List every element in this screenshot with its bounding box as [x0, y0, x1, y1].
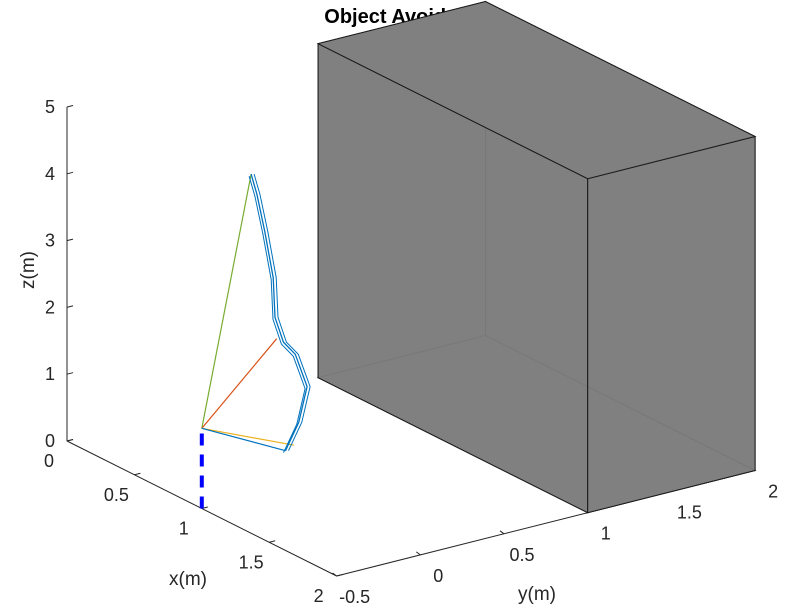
x-axis-label: x(m): [169, 569, 207, 590]
y-axis-label: y(m): [518, 584, 556, 605]
x-tick-mark: [269, 540, 276, 543]
x-tick-mark: [134, 472, 141, 476]
x-tick-label: 0.5: [104, 485, 129, 505]
y-tick-label: -0.5: [339, 587, 370, 607]
obstacle-face-top: [316, 0, 757, 180]
arm-group: [199, 173, 311, 509]
z-axis-label: z(m): [18, 251, 39, 289]
arm-link-3: [201, 427, 294, 446]
end-effector-path-outline-2: [248, 175, 306, 453]
z-tick-label: 0: [45, 431, 55, 451]
x-tick-label: 0: [44, 451, 54, 471]
y-tick-label: 2: [768, 482, 778, 502]
y-tick-label: 1.5: [677, 503, 702, 523]
z-tick-label: 3: [45, 231, 55, 251]
tick-group: 0 1 2 3 4 5 0 0.5 1 1.5 2 -0.5 0 0.5 1 1.5 2: [44, 97, 778, 607]
y-tick-mark: [332, 572, 337, 577]
arm-link-1: [201, 174, 252, 429]
z-tick-mark: [66, 238, 74, 242]
z-tick-label: 4: [45, 164, 55, 184]
y-tick-mark: [415, 551, 421, 556]
obstacle-box: [316, 0, 757, 514]
y-tick-label: 0.5: [509, 545, 534, 565]
z-tick-mark: [66, 372, 74, 375]
y-tick-label: 0: [433, 566, 443, 586]
y-tick-label: 1: [601, 524, 611, 544]
obstacle-face-front-right: [587, 135, 756, 514]
arm-link-4: [201, 427, 286, 452]
x-tick-label: 2: [314, 586, 324, 606]
z-tick-label: 2: [45, 297, 55, 317]
end-effector-path-outline: [253, 173, 311, 451]
x-tick-mark: [66, 439, 74, 442]
y-tick-mark: [499, 530, 505, 535]
x-tick-label: 1: [179, 519, 189, 539]
z-tick-mark: [66, 171, 74, 175]
x-tick-mark: [336, 574, 343, 577]
z-tick-label: 5: [45, 97, 55, 117]
end-effector-path: [250, 173, 308, 451]
z-tick-label: 1: [45, 364, 55, 384]
z-tick-mark: [66, 105, 74, 108]
x-tick-label: 1.5: [239, 552, 264, 572]
z-tick-mark: [66, 305, 74, 308]
arm-link-2: [201, 338, 278, 429]
